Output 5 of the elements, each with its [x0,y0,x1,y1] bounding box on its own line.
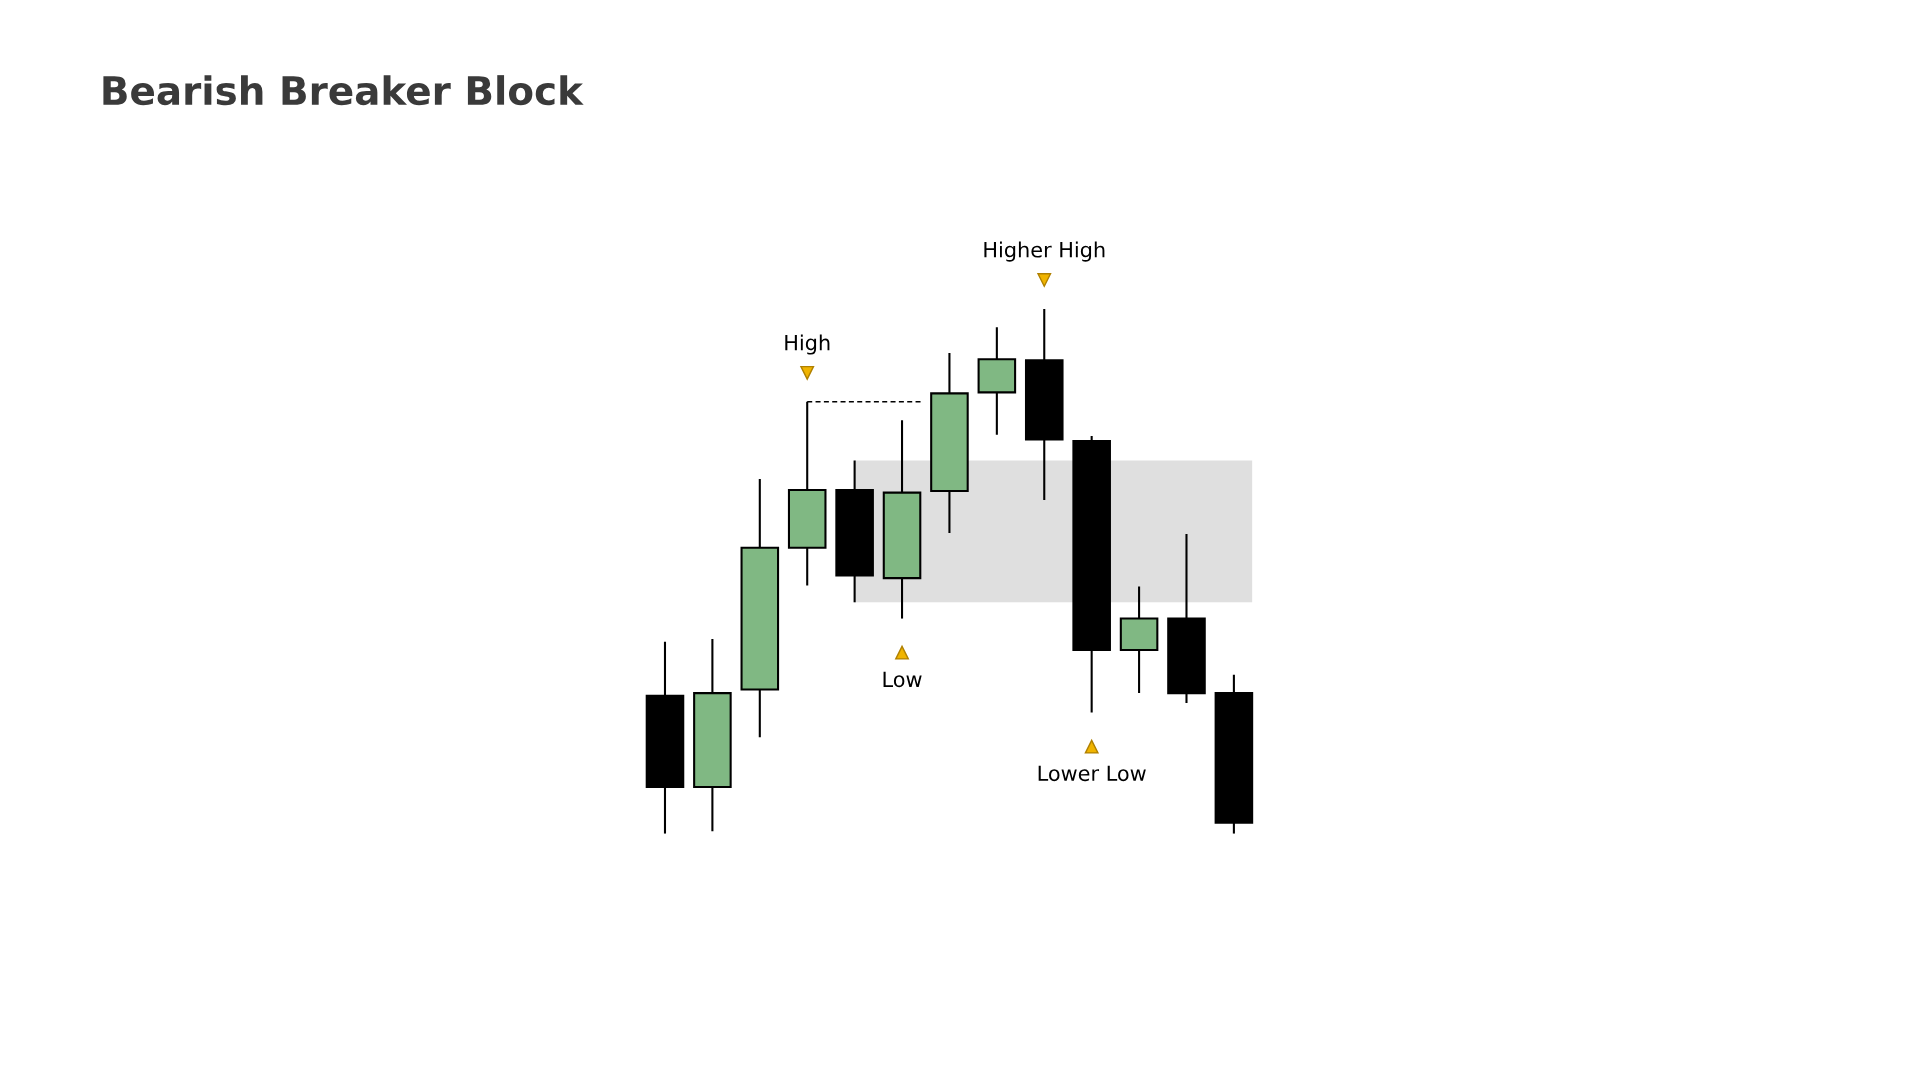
chart-title: Bearish Breaker Block [103,75,584,106]
annotation: Low [883,671,922,688]
annotation: Higher High [984,241,1105,262]
annotation: High [785,334,830,355]
annotation: Lower Low [1038,765,1146,782]
